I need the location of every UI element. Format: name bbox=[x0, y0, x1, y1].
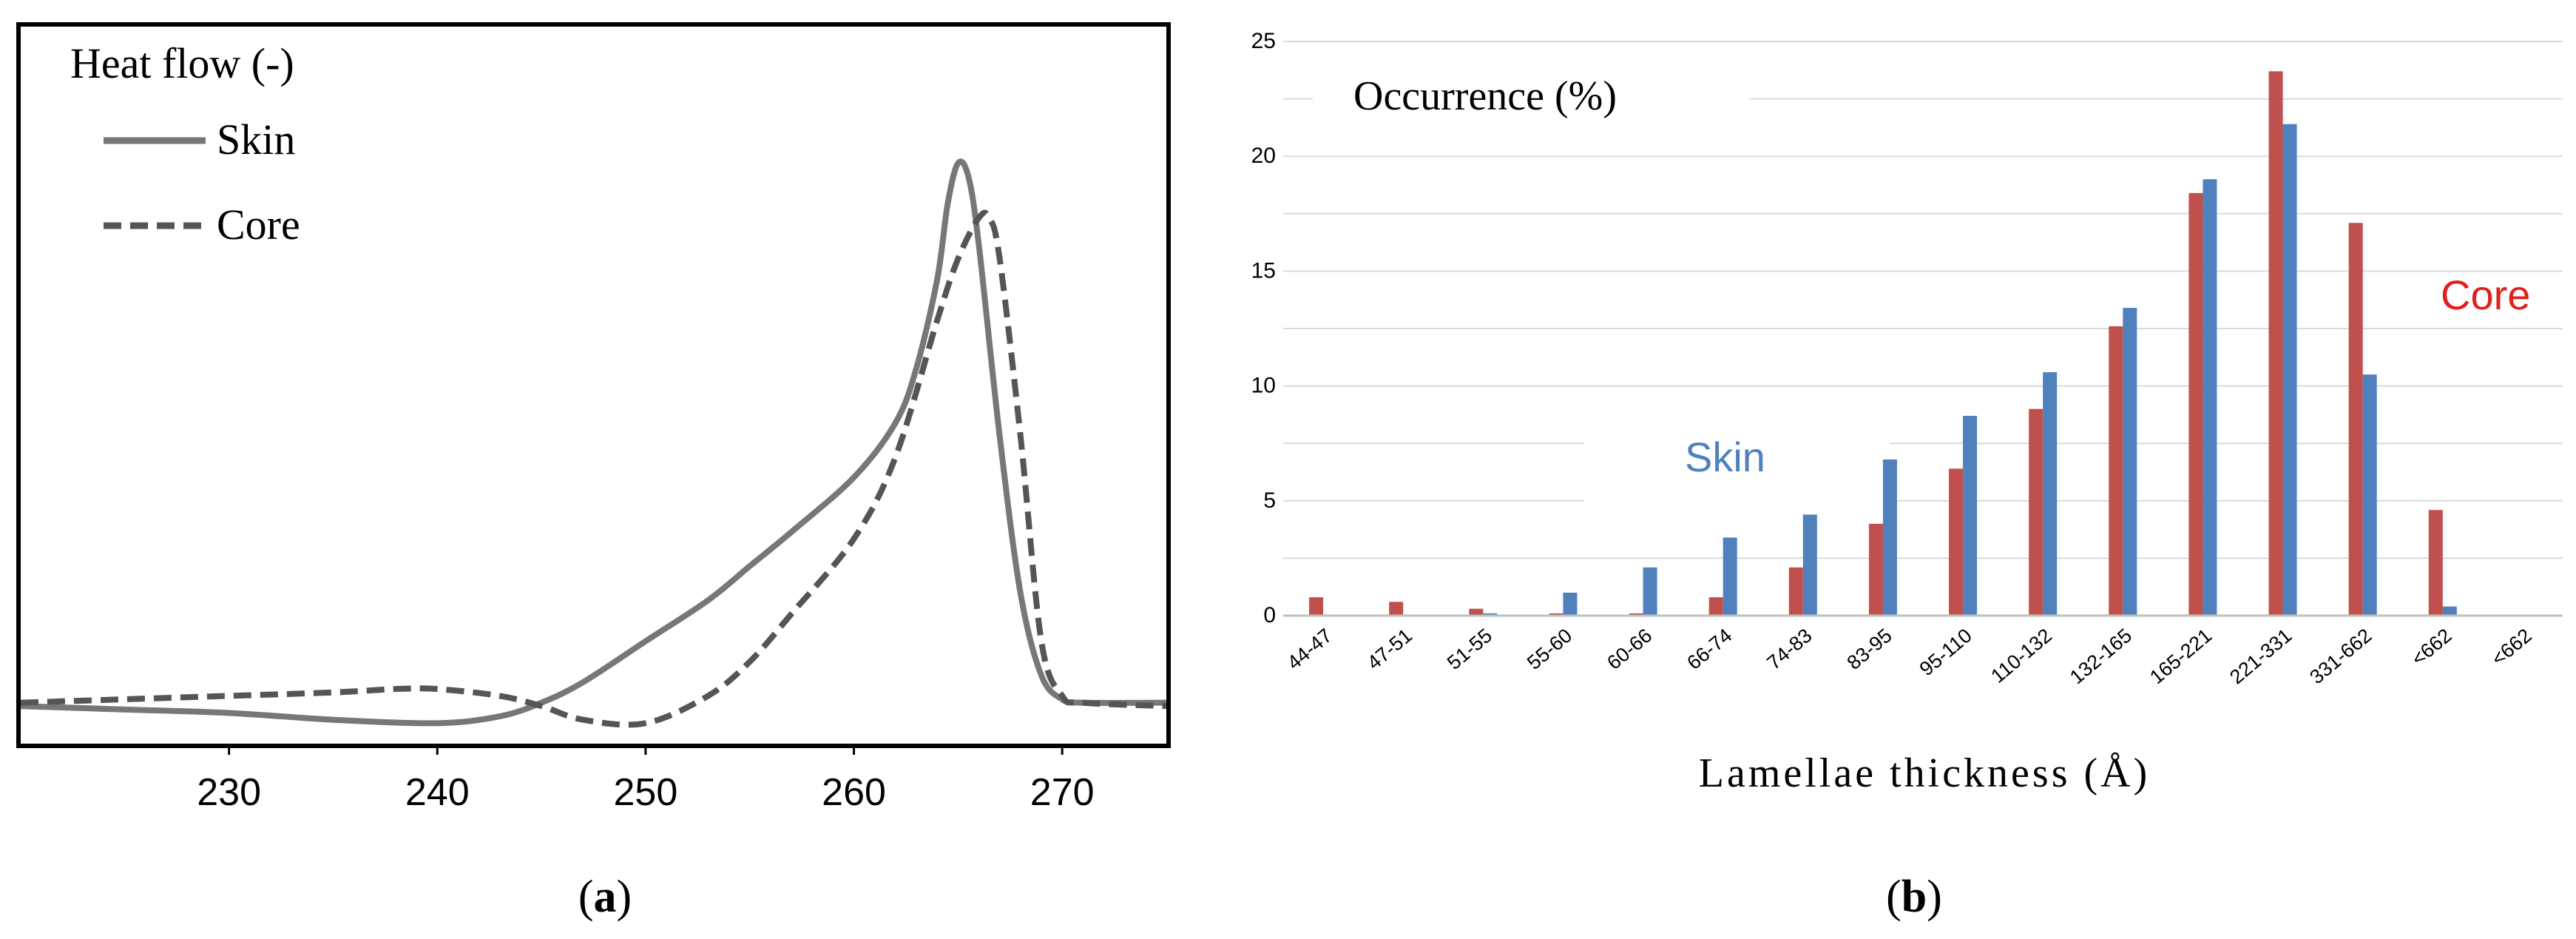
x-tick-label: 221-331 bbox=[2225, 625, 2296, 689]
x-tick-label: 60-66 bbox=[1603, 625, 1656, 674]
bar-core bbox=[2029, 408, 2043, 616]
x-tick-label: 74-83 bbox=[1762, 625, 1816, 674]
bar-core bbox=[2348, 223, 2363, 616]
bar-core bbox=[1788, 567, 1803, 616]
series-line-core bbox=[20, 209, 1167, 728]
legend-skin-label: Skin bbox=[217, 115, 295, 164]
series-line-skin bbox=[20, 158, 1167, 727]
bar-skin bbox=[1802, 514, 1817, 616]
panel-a-x-ticks: 230 240 250 260 270 bbox=[197, 744, 1095, 814]
y-tick-label: 0 bbox=[1263, 603, 1276, 627]
bar-skin bbox=[2362, 374, 2377, 616]
bar-skin bbox=[2442, 606, 2457, 616]
bar-core bbox=[2268, 71, 2283, 616]
panel-b-bars bbox=[1309, 71, 2457, 616]
bar-skin bbox=[1563, 592, 1578, 616]
x-tick-label: 250 bbox=[614, 771, 678, 814]
bar-skin bbox=[2043, 371, 2058, 616]
bar-core bbox=[2188, 192, 2203, 616]
bar-skin bbox=[1723, 537, 1737, 616]
skin-label-box bbox=[1584, 400, 1890, 518]
bar-skin bbox=[1963, 415, 1978, 616]
bar-skin bbox=[1483, 613, 1498, 616]
y-tick-label: 15 bbox=[1251, 258, 1276, 283]
bar-skin bbox=[1643, 567, 1657, 616]
bar-core bbox=[1469, 608, 1484, 616]
x-tick-label: 51-55 bbox=[1443, 625, 1496, 674]
y-tick-label: 25 bbox=[1251, 29, 1276, 53]
bar-core bbox=[1868, 523, 1883, 616]
bar-core bbox=[1389, 602, 1404, 616]
panel-b: Occurrence (%) 0 5 10 15 20 25 44-47 47-51 51-5… bbox=[1251, 29, 2563, 922]
panel-a-ylabel: Heat flow (-) bbox=[70, 39, 294, 87]
x-tick-label: 230 bbox=[197, 771, 261, 814]
bar-skin bbox=[2282, 124, 2297, 616]
panel-a-caption: (a) bbox=[578, 872, 632, 922]
x-tick-label: 110-132 bbox=[1987, 625, 2056, 687]
x-tick-label: <662 bbox=[2487, 625, 2536, 670]
x-tick-label: 95-110 bbox=[1916, 625, 1976, 681]
bar-core bbox=[2428, 510, 2443, 616]
x-tick-label: 66-74 bbox=[1683, 625, 1736, 674]
panel-b-xlabel: Lamellae thickness (Å) bbox=[1699, 750, 2150, 796]
x-tick-label: 55-60 bbox=[1523, 625, 1576, 674]
bar-core bbox=[1629, 613, 1643, 616]
x-tick-label: 270 bbox=[1030, 771, 1095, 814]
y-tick-label: 20 bbox=[1251, 144, 1276, 168]
x-tick-label: 331-662 bbox=[2305, 625, 2376, 689]
panel-a: 230 240 250 260 270 Heat flow (-) Skin Core … bbox=[16, 22, 1171, 922]
bar-core bbox=[1949, 468, 1964, 616]
panel-b-caption: (b) bbox=[1886, 872, 1942, 922]
x-tick-label: <662 bbox=[2407, 625, 2456, 670]
x-tick-label: 83-95 bbox=[1843, 625, 1896, 674]
panel-b-y-ticks: 0 5 10 15 20 25 bbox=[1251, 29, 1276, 627]
x-tick-label: 240 bbox=[405, 771, 470, 814]
ylabel-box bbox=[1313, 52, 1749, 139]
x-tick-label: 165-221 bbox=[2146, 625, 2216, 689]
bar-skin bbox=[2123, 308, 2137, 616]
x-tick-label: 132-165 bbox=[2066, 625, 2136, 689]
x-tick-label: 44-47 bbox=[1283, 625, 1336, 674]
x-tick-label: 260 bbox=[822, 771, 886, 814]
y-tick-label: 10 bbox=[1251, 374, 1276, 398]
legend-core-label: Core bbox=[217, 201, 300, 249]
panel-a-series bbox=[20, 158, 1167, 728]
bar-skin bbox=[2203, 179, 2217, 616]
bar-core bbox=[1549, 613, 1563, 616]
y-tick-label: 5 bbox=[1263, 488, 1276, 513]
annotation-skin: Skin bbox=[1685, 434, 1765, 480]
bar-core bbox=[2109, 326, 2123, 616]
annotation-core: Core bbox=[2441, 272, 2530, 318]
bar-core bbox=[1708, 597, 1723, 616]
bar-core bbox=[1309, 597, 1324, 616]
panel-b-x-ticks: 44-47 47-51 51-55 55-60 60-66 66-74 74-83 83-95… bbox=[1283, 625, 2536, 689]
panel-a-frame bbox=[16, 22, 1171, 748]
x-tick-label: 47-51 bbox=[1363, 625, 1416, 674]
bar-skin bbox=[1882, 459, 1897, 616]
panel-b-ylabel: Occurrence (%) bbox=[1353, 73, 1617, 119]
panel-a-legend: Skin Core bbox=[104, 115, 300, 249]
